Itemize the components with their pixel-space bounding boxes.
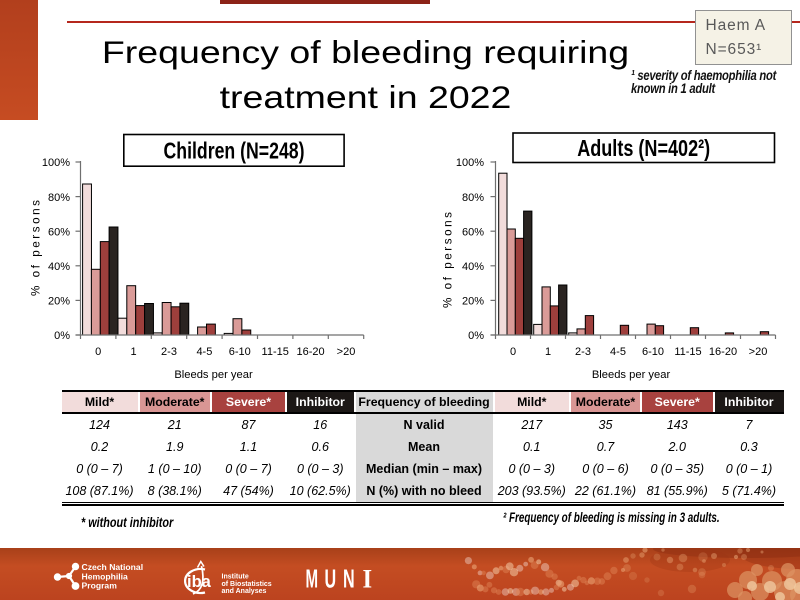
- svg-text:Czech National: Czech National: [82, 562, 144, 572]
- svg-text:>20: >20: [749, 346, 768, 358]
- svg-text:Hemophilia: Hemophilia: [82, 571, 129, 581]
- svg-text:0: 0: [510, 346, 516, 358]
- svg-text:Bleeds per year: Bleeds per year: [174, 369, 253, 381]
- svg-text:80%: 80%: [48, 192, 70, 204]
- svg-text:2-3: 2-3: [161, 346, 177, 358]
- svg-text:0%: 0%: [468, 330, 484, 342]
- svg-text:40%: 40%: [462, 261, 484, 273]
- svg-text:N: N: [343, 563, 355, 593]
- svg-text:2-3: 2-3: [575, 346, 591, 358]
- svg-text:Institute: Institute: [222, 574, 249, 581]
- svg-text:6-10: 6-10: [642, 346, 664, 358]
- svg-text:iba: iba: [187, 573, 212, 591]
- svg-text:11-15: 11-15: [674, 346, 701, 358]
- svg-text:M: M: [306, 564, 319, 593]
- svg-text:>20: >20: [337, 346, 356, 358]
- svg-text:Bleeds per year: Bleeds per year: [592, 369, 671, 381]
- svg-text:% of persons: % of persons: [30, 200, 43, 296]
- svg-text:100%: 100%: [42, 157, 70, 169]
- svg-text:U: U: [325, 563, 337, 593]
- svg-text:4-5: 4-5: [196, 346, 212, 358]
- svg-text:16-20: 16-20: [297, 346, 325, 358]
- svg-text:1: 1: [545, 346, 551, 358]
- svg-text:% of persons: % of persons: [442, 212, 455, 308]
- svg-text:16-20: 16-20: [709, 346, 737, 358]
- svg-text:1: 1: [131, 346, 137, 358]
- svg-text:I: I: [363, 565, 373, 594]
- svg-text:Program: Program: [82, 581, 118, 591]
- svg-text:20%: 20%: [462, 296, 484, 308]
- svg-text:Adults (N=402²): Adults (N=402²): [577, 135, 710, 161]
- svg-text:80%: 80%: [462, 192, 484, 204]
- svg-text:0: 0: [95, 346, 101, 358]
- svg-text:6-10: 6-10: [229, 346, 251, 358]
- svg-text:60%: 60%: [48, 226, 70, 238]
- svg-text:11-15: 11-15: [262, 346, 289, 358]
- svg-text:0%: 0%: [54, 330, 70, 342]
- svg-text:20%: 20%: [48, 296, 70, 308]
- svg-text:Children (N=248): Children (N=248): [164, 137, 305, 163]
- svg-text:and Analyses: and Analyses: [222, 588, 267, 595]
- svg-text:60%: 60%: [462, 226, 484, 238]
- svg-text:100%: 100%: [456, 157, 484, 169]
- svg-text:of Biostatistics: of Biostatistics: [222, 581, 272, 588]
- svg-text:4-5: 4-5: [610, 346, 626, 358]
- svg-text:40%: 40%: [48, 261, 70, 273]
